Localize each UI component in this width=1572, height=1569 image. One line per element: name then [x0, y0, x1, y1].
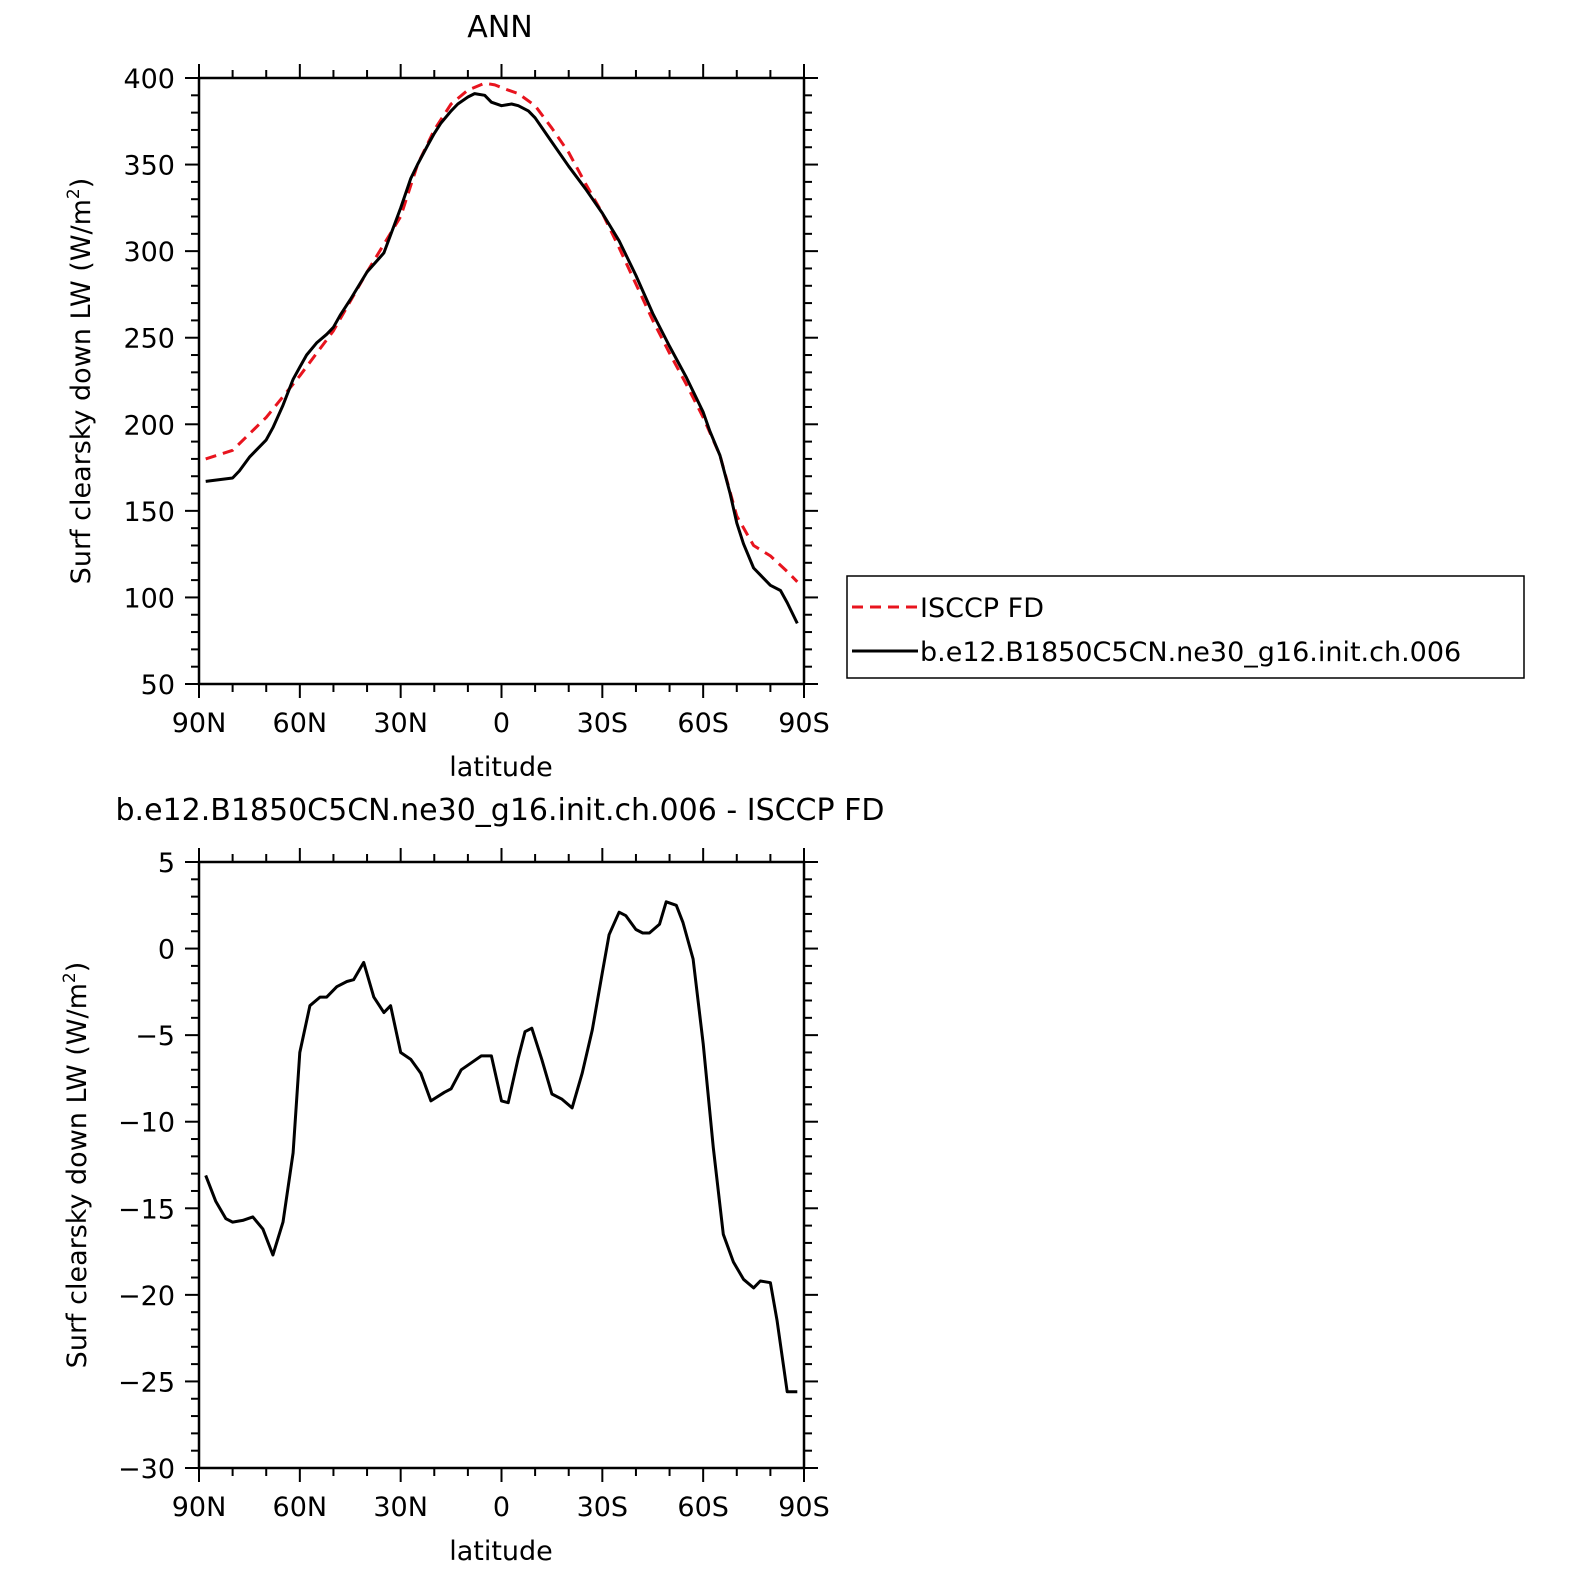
annual-mean-panel: ANN 90N 60N 30N 0 30S 60S 90S 50 100 150 200 250 30…: [64, 10, 830, 783]
annual-mean-x-tick-label: 0: [493, 708, 510, 739]
annual-mean-y-label-superscript: 2: [64, 188, 84, 199]
difference-x-tick-label: 60N: [273, 1492, 328, 1523]
annual-mean-y-tick-label: 50: [141, 670, 175, 701]
annual-mean-y-tick-label: 100: [123, 583, 175, 614]
difference-x-axis-label: latitude: [449, 1536, 553, 1567]
difference-y-tick-label: −20: [118, 1281, 175, 1312]
difference-y-label-text: Surf clearsky down LW (W/m: [62, 983, 93, 1368]
difference-plot-frame: [197, 860, 806, 1470]
difference-x-tick-label: 90S: [778, 1492, 830, 1523]
annual-mean-series-line-isccp: [205, 81, 799, 583]
annual-mean-y-tick-label: 200: [123, 410, 175, 441]
annual-mean-y-tick-label: 400: [123, 64, 175, 95]
annual-mean-y-label-suffix: ): [66, 178, 97, 189]
annual-mean-y-tick-label: 250: [123, 324, 175, 355]
difference-series: [204, 900, 798, 1394]
legend-label-isccp: ISCCP FD: [920, 593, 1044, 624]
difference-y-tick-labels: −30 −25 −20 −15 −10 −5 0 5: [118, 848, 175, 1485]
annual-mean-x-tick-label: 30N: [373, 708, 428, 739]
difference-x-tick-label: 30S: [577, 1492, 629, 1523]
annual-mean-y-tick-label: 350: [123, 151, 175, 182]
annual-mean-y-tick-label: 150: [123, 497, 175, 528]
annual-mean-series-line-model: [205, 92, 799, 625]
annual-mean-y-axis-label: Surf clearsky down LW (W/m2): [64, 178, 97, 585]
annual-mean-plot-frame: [197, 76, 806, 686]
difference-y-label-suffix: ): [62, 962, 93, 973]
annual-mean-ticks: [185, 64, 818, 698]
difference-y-tick-label: −10: [118, 1108, 175, 1139]
annual-mean-x-tick-label: 90S: [778, 708, 830, 739]
annual-mean-x-tick-label: 60N: [273, 708, 328, 739]
difference-y-tick-label: −30: [118, 1454, 175, 1485]
difference-y-axis-label: Surf clearsky down LW (W/m2): [60, 962, 93, 1369]
difference-x-tick-label: 60S: [677, 1492, 729, 1523]
difference-series-line-model: [204, 900, 798, 1394]
annual-mean-y-tick-label: 300: [123, 237, 175, 268]
difference-y-tick-label: 5: [158, 848, 175, 879]
difference-x-tick-label: 0: [493, 1492, 510, 1523]
annual-mean-series: [205, 81, 799, 625]
difference-panel: b.e12.B1850C5CN.ne30_g16.init.ch.006 - I…: [60, 793, 884, 1567]
difference-x-tick-label: 90N: [172, 1492, 227, 1523]
annual-mean-x-tick-labels: 90N 60N 30N 0 30S 60S 90S: [172, 708, 830, 739]
difference-y-tick-label: 0: [158, 935, 175, 966]
annual-mean-x-tick-label: 30S: [577, 708, 629, 739]
legend: ISCCP FD b.e12.B1850C5CN.ne30_g16.init.c…: [846, 575, 1525, 679]
annual-mean-title: ANN: [467, 10, 532, 45]
difference-y-label-superscript: 2: [60, 972, 80, 983]
annual-mean-y-tick-labels: 50 100 150 200 250 300 350 400: [123, 64, 175, 701]
annual-mean-x-tick-label: 60S: [677, 708, 729, 739]
difference-ticks: [185, 848, 818, 1482]
legend-box: [846, 575, 1525, 679]
legend-label-model: b.e12.B1850C5CN.ne30_g16.init.ch.006: [920, 637, 1461, 668]
annual-mean-x-tick-label: 90N: [172, 708, 227, 739]
difference-x-tick-labels: 90N 60N 30N 0 30S 60S 90S: [172, 1492, 830, 1523]
difference-x-tick-label: 30N: [373, 1492, 428, 1523]
difference-y-tick-label: −5: [135, 1021, 175, 1052]
annual-mean-y-label-text: Surf clearsky down LW (W/m: [66, 199, 97, 584]
difference-title: b.e12.B1850C5CN.ne30_g16.init.ch.006 - I…: [116, 793, 885, 828]
difference-y-tick-label: −25: [118, 1367, 175, 1398]
annual-mean-x-axis-label: latitude: [449, 752, 553, 783]
difference-y-tick-label: −15: [118, 1194, 175, 1225]
